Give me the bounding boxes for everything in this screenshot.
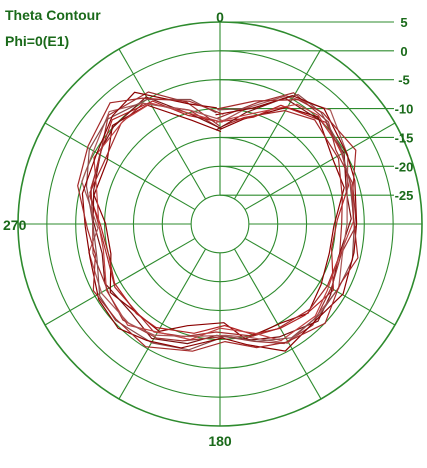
radial-tick-label: -5: [398, 73, 410, 88]
grid-spoke: [44, 122, 196, 211]
angle-label: 0: [216, 9, 224, 25]
grid-spoke: [244, 237, 396, 326]
series-layer: [77, 91, 359, 352]
grid-ring: [190, 194, 250, 254]
angle-label: 270: [3, 217, 27, 233]
radial-tick-label: 0: [400, 44, 407, 59]
angle-label: 180: [208, 433, 232, 449]
chart-subtitle: Phi=0(E1): [5, 33, 69, 49]
contour-series: [81, 91, 358, 352]
contour-series: [93, 102, 355, 342]
radial-tick-label: -25: [395, 188, 414, 203]
grid-spoke: [118, 248, 207, 400]
grid-spoke: [233, 48, 322, 200]
grid-layer: [17, 21, 423, 427]
grid-spoke: [44, 237, 196, 326]
radial-tick-label: -15: [395, 130, 414, 145]
grid-spoke: [118, 48, 207, 200]
label-layer: Theta Contour Phi=0(E1) 5 0 -5 -10 -15 -20 -25…: [3, 7, 413, 449]
chart-title: Theta Contour: [5, 7, 101, 23]
contour-series: [77, 97, 359, 352]
contour-series: [81, 95, 349, 344]
radial-tick-label: -20: [395, 159, 414, 174]
contour-series: [85, 93, 355, 351]
radial-tick-label: -10: [395, 102, 414, 117]
contour-series: [89, 102, 343, 338]
contour-series: [89, 100, 350, 335]
contour-series: [93, 104, 345, 340]
radial-tick-label: 5: [400, 15, 407, 30]
